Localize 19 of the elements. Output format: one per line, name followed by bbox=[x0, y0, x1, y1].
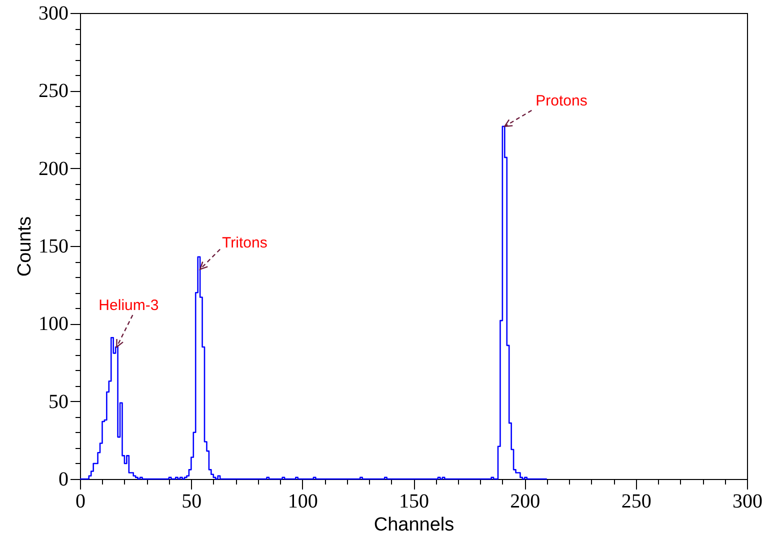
y-tick-label: 200 bbox=[38, 158, 68, 180]
x-tick-label: 200 bbox=[510, 490, 540, 512]
x-tick-label: 50 bbox=[182, 490, 202, 512]
x-axis-title: Channels bbox=[374, 514, 454, 536]
y-tick-label: 300 bbox=[38, 2, 68, 24]
annotation: Helium-3 bbox=[98, 296, 159, 314]
y-tick-label: 150 bbox=[38, 236, 68, 258]
x-tick-label: 150 bbox=[399, 490, 429, 512]
x-tick-label: 100 bbox=[288, 490, 318, 512]
y-tick-label: 0 bbox=[58, 468, 68, 490]
annotation: Tritons bbox=[222, 234, 268, 252]
y-tick-label: 100 bbox=[38, 313, 68, 336]
y-tick-label: 250 bbox=[38, 80, 68, 102]
annotation: Protons bbox=[536, 92, 588, 110]
y-tick-label: 50 bbox=[48, 390, 68, 413]
x-tick-label: 250 bbox=[621, 490, 652, 512]
y-axis-title: Counts bbox=[14, 216, 36, 277]
x-tick-label: 300 bbox=[732, 490, 762, 512]
x-tick-label: 0 bbox=[76, 490, 86, 512]
